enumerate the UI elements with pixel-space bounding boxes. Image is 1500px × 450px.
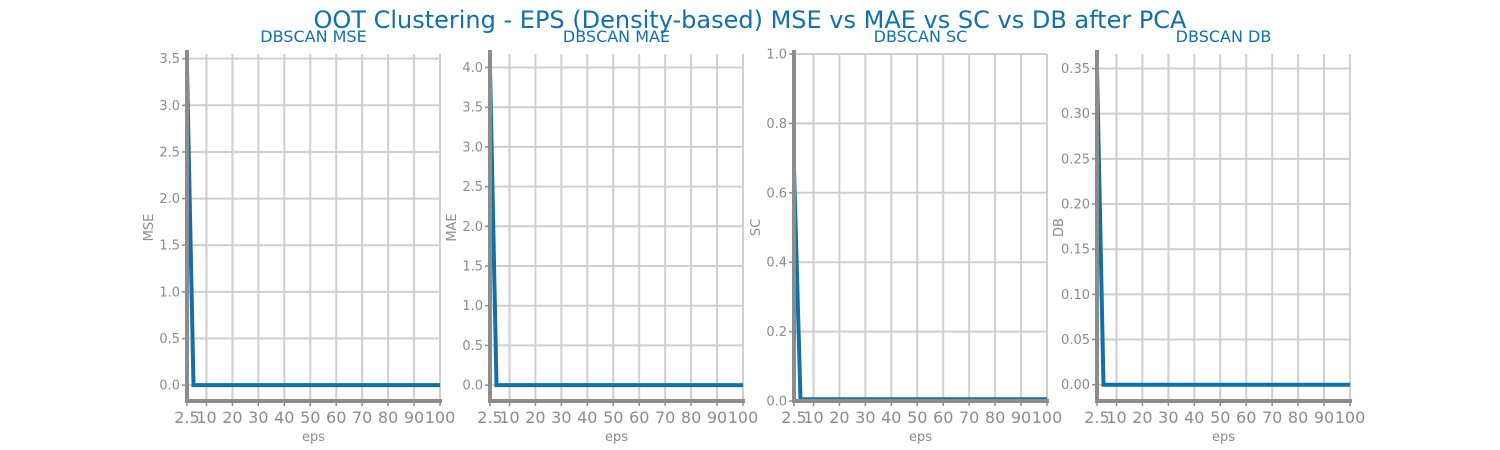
y-tick-label: 0.8 — [766, 117, 787, 132]
y-tick-label: 0.25 — [1061, 152, 1090, 167]
x-tick-label: 30 — [551, 408, 571, 427]
x-axis-label: eps — [1212, 430, 1235, 445]
x-tick-label: 30 — [1158, 408, 1178, 427]
x-tick-label: 80 — [985, 408, 1005, 427]
x-tick-label: 90 — [707, 408, 727, 427]
x-tick-label: 100 — [1032, 408, 1063, 427]
y-tick-label: 3.0 — [462, 140, 483, 155]
x-tick-label: 30 — [855, 408, 875, 427]
y-tick-label: 0.4 — [766, 256, 787, 271]
y-tick-label: 0.5 — [462, 339, 483, 354]
x-tick-label: 70 — [959, 408, 979, 427]
x-tick-label: 2.5 — [781, 408, 806, 427]
series-line — [1095, 68, 1350, 387]
y-tick-label: 2.5 — [159, 145, 180, 160]
subplots: 0.00.51.01.52.02.53.03.52.510 20 30 40 50 60 7… — [142, 27, 1365, 445]
y-tick-label: 2.5 — [462, 180, 483, 195]
x-tick-label: 40 — [1184, 408, 1204, 427]
subplot-title: DBSCAN MSE — [260, 27, 366, 46]
x-tick-label: 100 — [728, 408, 759, 427]
x-tick-label: 10 — [803, 408, 823, 427]
y-tick-label: 2.0 — [159, 192, 180, 207]
x-tick-label: 2.5 — [174, 408, 199, 427]
x-tick-label: 70 — [655, 408, 675, 427]
x-tick-label: 20 — [829, 408, 849, 427]
x-tick-label: 2.5 — [1084, 408, 1109, 427]
y-tick-label: 0.05 — [1061, 333, 1090, 348]
y-tick-label: 2.0 — [462, 220, 483, 235]
x-tick-label: 50 — [1210, 408, 1230, 427]
y-tick-label: 0.35 — [1061, 62, 1090, 77]
subplot-title: DBSCAN DB — [1176, 27, 1272, 46]
x-tick-label: 80 — [681, 408, 701, 427]
x-tick-label: 30 — [248, 408, 268, 427]
y-axis-label: MSE — [142, 214, 157, 242]
x-tick-label: 60 — [629, 408, 649, 427]
y-tick-label: 3.5 — [462, 101, 483, 116]
y-axis-label: DB — [1052, 218, 1067, 237]
y-tick-label: 0.30 — [1061, 107, 1090, 122]
x-tick-label: 90 — [404, 408, 424, 427]
x-tick-label: 80 — [378, 408, 398, 427]
y-tick-label: 0.20 — [1061, 198, 1090, 213]
x-tick-label: 90 — [1314, 408, 1334, 427]
y-tick-label: 0.0 — [462, 379, 483, 394]
y-axis-label: MAE — [445, 213, 460, 241]
panel-mse: 0.00.51.01.52.02.53.03.52.510 20 30 40 50 60 7… — [142, 27, 455, 445]
x-tick-label: 20 — [1132, 408, 1152, 427]
y-tick-label: 3.0 — [159, 99, 180, 114]
y-axis-label: SC — [749, 219, 764, 236]
x-tick-label: 10 — [196, 408, 216, 427]
panel-sc: 0.0 0.2 0.4 0.6 0.8 1.0 2.510 20 30 40 50 60 70 80 90 1… — [749, 27, 1062, 445]
x-tick-label: 20 — [525, 408, 545, 427]
subplot-title: DBSCAN MAE — [563, 27, 670, 46]
x-tick-label: 70 — [352, 408, 372, 427]
y-tick-label: 1.0 — [766, 48, 787, 63]
x-tick-label: 10 — [1106, 408, 1126, 427]
x-axis-label: eps — [605, 430, 628, 445]
y-tick-label: 0.5 — [159, 332, 180, 347]
x-tick-label: 90 — [1011, 408, 1031, 427]
x-tick-label: 50 — [603, 408, 623, 427]
x-tick-label: 20 — [222, 408, 242, 427]
panel-mae: 0.00.51.01.52.02.53.03.54.02.510 20 30 40 50… — [445, 27, 758, 445]
y-tick-label: 0.10 — [1061, 288, 1090, 303]
x-tick-label: 40 — [274, 408, 294, 427]
panel-db: 0.00 0.05 0.10 0.15 0.20 0.25 0.30 0.35 2.510 20 3… — [1052, 27, 1365, 445]
y-tick-label: 4.0 — [462, 61, 483, 76]
y-tick-label: 3.5 — [159, 52, 180, 67]
x-tick-label: 100 — [1335, 408, 1366, 427]
x-tick-label: 40 — [577, 408, 597, 427]
y-tick-label: 0.0 — [159, 379, 180, 394]
y-tick-label: 0.6 — [766, 186, 787, 201]
y-tick-label: 0.2 — [766, 325, 787, 340]
y-tick-label: 0.0 — [766, 395, 787, 410]
x-axis-label: eps — [302, 430, 325, 445]
x-tick-label: 60 — [933, 408, 953, 427]
subplot-title: DBSCAN SC — [874, 27, 968, 46]
series-line — [792, 168, 1047, 402]
y-tick-label: 1.0 — [462, 299, 483, 314]
x-tick-label: 50 — [907, 408, 927, 427]
x-tick-label: 2.5 — [477, 408, 502, 427]
x-tick-label: 40 — [881, 408, 901, 427]
figure-title: OOT Clustering - EPS (Density-based) MSE… — [314, 6, 1188, 34]
x-tick-label: 80 — [1288, 408, 1308, 427]
y-tick-label: 1.0 — [159, 285, 180, 300]
x-tick-label: 100 — [425, 408, 456, 427]
y-tick-label: 0.15 — [1061, 243, 1090, 258]
x-tick-label: 60 — [326, 408, 346, 427]
x-axis-label: eps — [909, 430, 932, 445]
x-tick-label: 60 — [1236, 408, 1256, 427]
x-tick-label: 70 — [1262, 408, 1282, 427]
x-tick-label: 10 — [499, 408, 519, 427]
y-tick-label: 0.00 — [1061, 378, 1090, 393]
y-tick-label: 1.5 — [462, 260, 483, 275]
y-tick-label: 1.5 — [159, 239, 180, 254]
x-tick-label: 50 — [300, 408, 320, 427]
